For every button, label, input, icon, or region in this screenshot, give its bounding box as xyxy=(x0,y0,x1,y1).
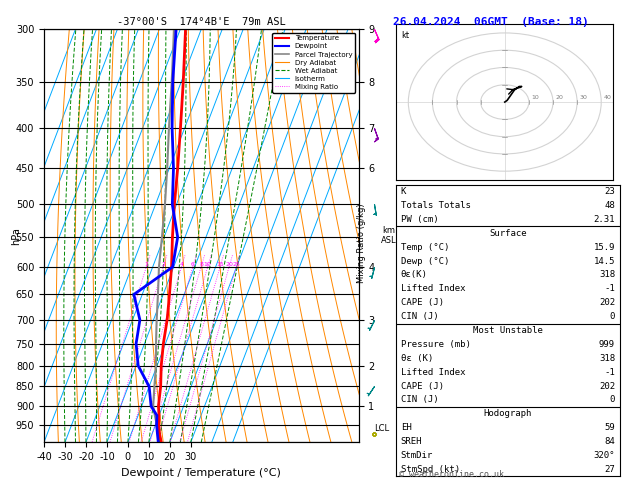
Text: 0: 0 xyxy=(610,396,615,404)
X-axis label: Dewpoint / Temperature (°C): Dewpoint / Temperature (°C) xyxy=(121,468,281,478)
Text: Lifted Index: Lifted Index xyxy=(401,367,465,377)
Text: 48: 48 xyxy=(604,201,615,210)
Title: -37°00'S  174°4B'E  79m ASL: -37°00'S 174°4B'E 79m ASL xyxy=(117,17,286,27)
Text: 59: 59 xyxy=(604,423,615,432)
Y-axis label: km
ASL: km ASL xyxy=(381,226,396,245)
Text: 20: 20 xyxy=(225,262,233,267)
Text: StmSpd (kt): StmSpd (kt) xyxy=(401,465,460,474)
Text: Hodograph: Hodograph xyxy=(484,409,532,418)
Text: 15.9: 15.9 xyxy=(594,243,615,252)
Text: CIN (J): CIN (J) xyxy=(401,396,438,404)
Text: SREH: SREH xyxy=(401,437,422,446)
Text: 30: 30 xyxy=(579,95,587,100)
Text: Lifted Index: Lifted Index xyxy=(401,284,465,294)
Text: K: K xyxy=(401,187,406,196)
Text: hPa: hPa xyxy=(11,227,21,244)
Text: StmDir: StmDir xyxy=(401,451,433,460)
Text: θε(K): θε(K) xyxy=(401,270,428,279)
Text: Temp (°C): Temp (°C) xyxy=(401,243,449,252)
Text: Dewp (°C): Dewp (°C) xyxy=(401,257,449,265)
Text: kt: kt xyxy=(401,31,409,40)
Text: Most Unstable: Most Unstable xyxy=(473,326,543,335)
Text: -1: -1 xyxy=(604,367,615,377)
Text: 0: 0 xyxy=(610,312,615,321)
Text: CAPE (J): CAPE (J) xyxy=(401,298,443,307)
Text: 23: 23 xyxy=(604,187,615,196)
Text: 318: 318 xyxy=(599,270,615,279)
Text: 40: 40 xyxy=(604,95,611,100)
Text: 202: 202 xyxy=(599,298,615,307)
Text: 27: 27 xyxy=(604,465,615,474)
Text: © weatheronline.co.uk: © weatheronline.co.uk xyxy=(399,469,504,479)
Text: 10: 10 xyxy=(532,95,539,100)
Legend: Temperature, Dewpoint, Parcel Trajectory, Dry Adiabat, Wet Adiabat, Isotherm, Mi: Temperature, Dewpoint, Parcel Trajectory… xyxy=(272,33,355,93)
Text: 202: 202 xyxy=(599,382,615,391)
Text: LCL: LCL xyxy=(374,424,389,434)
Text: 320°: 320° xyxy=(594,451,615,460)
Text: Totals Totals: Totals Totals xyxy=(401,201,470,210)
Text: 20: 20 xyxy=(555,95,564,100)
Text: 8: 8 xyxy=(199,262,203,267)
Text: 6: 6 xyxy=(191,262,195,267)
Text: 14.5: 14.5 xyxy=(594,257,615,265)
Text: Mixing Ratio (g/kg): Mixing Ratio (g/kg) xyxy=(357,203,366,283)
Text: EH: EH xyxy=(401,423,411,432)
Text: PW (cm): PW (cm) xyxy=(401,215,438,224)
Text: 318: 318 xyxy=(599,354,615,363)
Text: 4: 4 xyxy=(179,262,184,267)
Text: -1: -1 xyxy=(604,284,615,294)
Text: 10: 10 xyxy=(204,262,211,267)
Text: 2: 2 xyxy=(161,262,165,267)
Text: 84: 84 xyxy=(604,437,615,446)
Text: 2.31: 2.31 xyxy=(594,215,615,224)
Text: CIN (J): CIN (J) xyxy=(401,312,438,321)
Text: θε (K): θε (K) xyxy=(401,354,433,363)
Text: 999: 999 xyxy=(599,340,615,349)
Text: 25: 25 xyxy=(232,262,240,267)
Text: 26.04.2024  06GMT  (Base: 18): 26.04.2024 06GMT (Base: 18) xyxy=(393,17,589,27)
Text: Pressure (mb): Pressure (mb) xyxy=(401,340,470,349)
Text: Surface: Surface xyxy=(489,229,526,238)
Text: CAPE (J): CAPE (J) xyxy=(401,382,443,391)
Text: 1: 1 xyxy=(144,262,148,267)
Text: 15: 15 xyxy=(216,262,224,267)
